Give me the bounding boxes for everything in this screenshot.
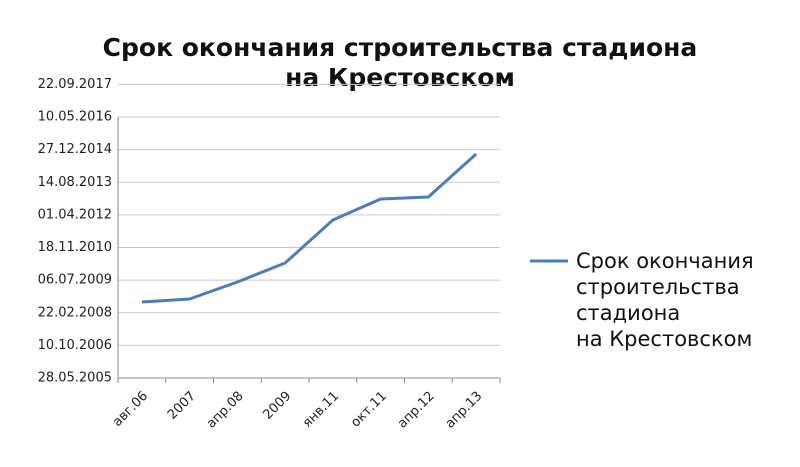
x-tick-label: окт.11 <box>348 389 390 431</box>
chart-title: Срок окончания строительства стадиона на… <box>102 33 698 92</box>
y-tick-label: 27.12.2014 <box>38 142 112 157</box>
y-tick-label: 22.09.2017 <box>38 77 112 92</box>
y-tick-label: 14.08.2013 <box>38 175 112 190</box>
y-tick-label: 10.05.2016 <box>38 110 112 125</box>
x-tick-label: 2009 <box>260 389 294 423</box>
y-tick-label: 06.07.2009 <box>38 273 112 288</box>
legend-label: Срок окончания строительства стадиона на… <box>576 249 754 351</box>
y-tick-label: 18.11.2010 <box>38 240 112 255</box>
y-tick-label: 01.04.2012 <box>38 207 112 222</box>
y-tick-label: 10.10.2006 <box>38 338 112 353</box>
y-tick-label: 28.05.2005 <box>38 371 112 386</box>
x-tick-label: апр.13 <box>443 389 486 432</box>
y-tick-label: 22.02.2008 <box>38 305 112 320</box>
x-tick-label: авг.06 <box>110 389 151 430</box>
line-series <box>141 152 478 304</box>
x-tick-label: апр.08 <box>204 389 247 432</box>
x-tick-label: янв.11 <box>300 389 342 431</box>
x-tick-label: 2007 <box>165 389 199 423</box>
x-tick-label: апр.12 <box>395 389 438 432</box>
